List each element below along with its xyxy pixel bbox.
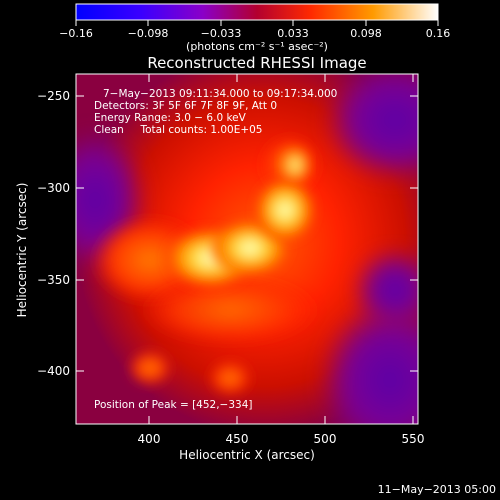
x-tick-label: 450 [226, 432, 249, 446]
colorbar-units: (photons cm⁻² s⁻¹ asec⁻²) [186, 40, 328, 53]
x-tick-label: 400 [138, 432, 161, 446]
info-detectors: Detectors: 3F 5F 6F 7F 8F 9F, Att 0 [94, 100, 277, 112]
info-energy-range: Energy Range: 3.0 − 6.0 keV [94, 112, 247, 124]
y-tick-label: −300 [37, 181, 70, 195]
peak-position: Position of Peak = [452,−334] [94, 399, 253, 411]
plot-frame [75, 73, 419, 425]
colorbar-tick-label: 0.033 [277, 27, 309, 40]
colorbar-tick-label: −0.033 [201, 27, 242, 40]
y-tick-label: −400 [37, 364, 70, 378]
plot-title: Reconstructed RHESSI Image [147, 54, 366, 72]
x-axis-ticks [148, 74, 414, 424]
y-axis-ticks [76, 95, 418, 372]
info-time-range: 7−May−2013 09:11:34.000 to 09:17:34.000 [103, 88, 337, 100]
footer-date: 11−May−2013 05:00 [377, 483, 496, 496]
colorbar-gradient [75, 3, 439, 21]
colorbar-tick-label: 0.16 [426, 27, 451, 40]
colorbar: −0.16 −0.098 −0.033 0.033 0.098 0.16 (ph… [59, 3, 451, 53]
colorbar-tick-label: −0.16 [59, 27, 93, 40]
flare-image [76, 74, 418, 424]
x-tick-label: 550 [402, 432, 425, 446]
y-tick-label: −250 [37, 89, 70, 103]
y-axis-label: Heliocentric Y (arcsec) [15, 183, 29, 318]
x-axis-label: Heliocentric X (arcsec) [179, 448, 315, 462]
x-tick-label: 500 [314, 432, 337, 446]
y-tick-label: −350 [37, 273, 70, 287]
colorbar-tick-label: 0.098 [350, 27, 382, 40]
colorbar-tick-label: −0.098 [128, 27, 169, 40]
info-clean-counts: Clean Total counts: 1.00E+05 [94, 124, 263, 136]
